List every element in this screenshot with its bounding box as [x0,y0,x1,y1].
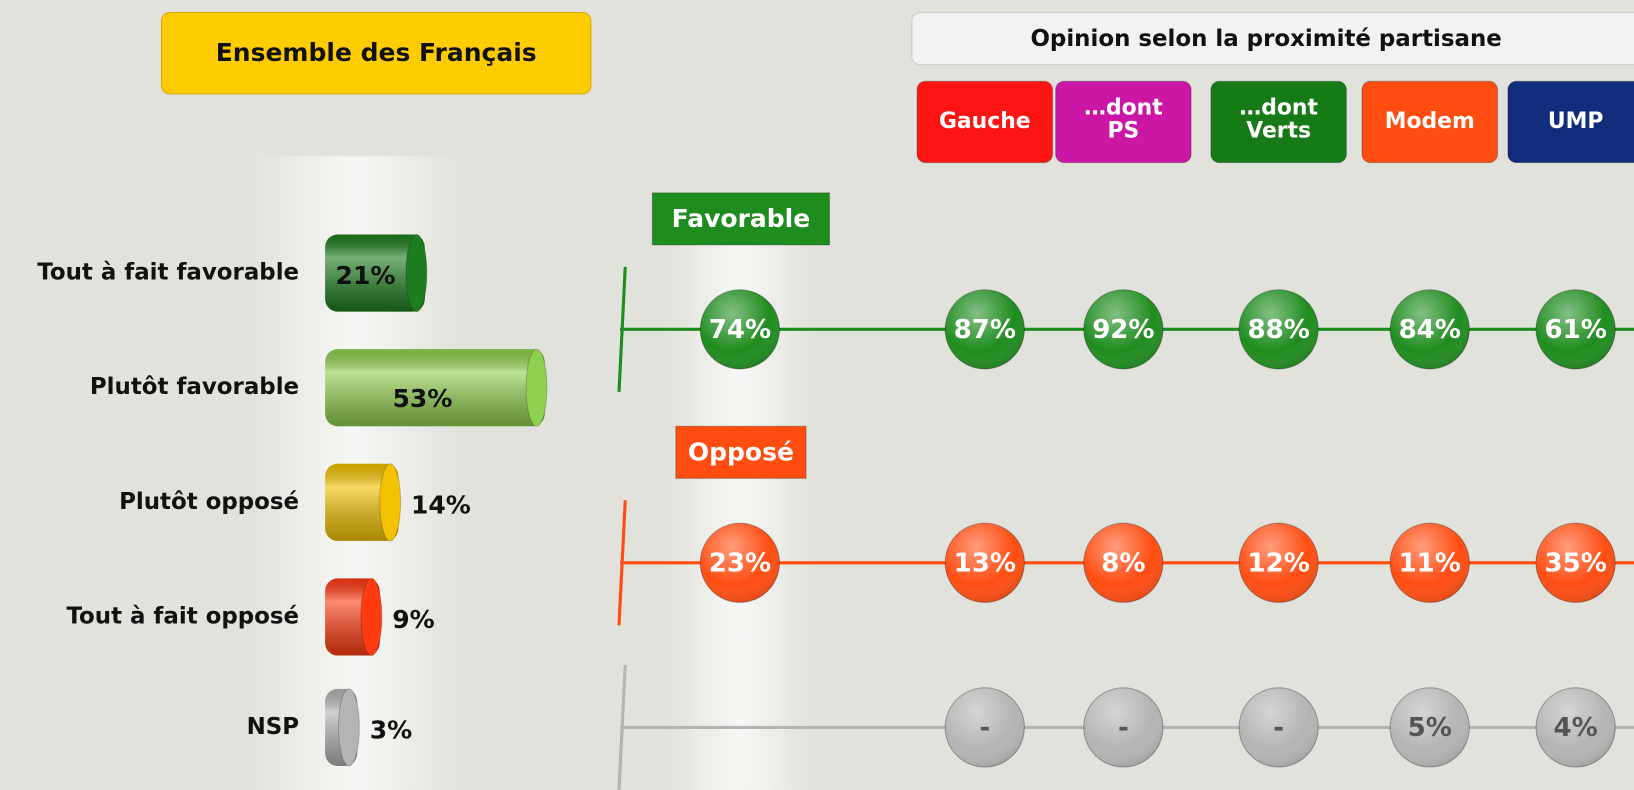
column-label: Modem [1385,109,1475,134]
value-label: 92% [1092,315,1154,345]
value-label: - [1118,713,1129,743]
value-label: 4% [1554,713,1598,743]
value-label: 13% [954,548,1016,578]
series-label-box [651,192,831,246]
value-label: 53% [393,384,453,413]
bubble-shine [945,289,1025,369]
column-header [1507,80,1634,164]
category-label: Tout à fait opposé [66,603,299,629]
value-label: 12% [1247,548,1309,578]
bubble-shine [945,687,1025,768]
value-label: 84% [1399,315,1461,345]
bar-shade [325,463,399,541]
value-label: - [1273,713,1284,743]
bar [325,463,402,542]
column-header [1055,80,1192,164]
title-box [161,12,592,95]
column-header [916,80,1054,164]
value-label: 9% [392,605,434,634]
bubble-shine [1390,523,1470,603]
row-axis [617,500,627,626]
bubble-shine [1083,523,1163,603]
bar [325,233,428,313]
column-header [1210,80,1347,164]
value-label: 61% [1544,315,1606,345]
column-label: …dont PS [1084,95,1163,143]
bar-cap [379,463,402,542]
bar [325,577,383,657]
bubble-shine [1083,289,1163,369]
bar-shade [325,349,545,427]
value-label: 35% [1544,548,1606,578]
chart-title: Opinion selon la proximité partisane [1030,26,1501,52]
bar-shade [325,234,425,312]
value-label: 5% [1408,713,1452,743]
bubble-shine [945,523,1025,603]
value-label: 87% [954,315,1016,345]
column-header [1361,80,1499,164]
bar-cap [337,688,360,767]
category-label: Tout à fait favorable [37,260,299,286]
bubble-shine [1536,687,1616,768]
bar [325,348,548,427]
category-label: Plutôt favorable [90,374,299,400]
column-label: Gauche [939,109,1031,134]
bubble-shine [1239,523,1319,603]
value-label: 74% [709,315,771,345]
value-label: 3% [370,716,412,745]
series-label-box [675,425,807,479]
category-label: Plutôt opposé [119,489,299,515]
bar-cap [360,577,383,657]
value-label: 14% [411,491,471,520]
value-label: 88% [1247,315,1309,345]
value-label: - [979,713,990,743]
bubble-shine [1239,687,1319,768]
bubble-shine [1239,289,1319,369]
bubble-shine [1536,523,1616,603]
bubble-shine [1390,687,1470,768]
bubble-shine [1536,289,1616,369]
series-label: Opposé [688,437,794,466]
bubble-shine [1083,687,1163,768]
row-axis [617,664,627,790]
row-axis [617,266,627,392]
chart-title: Ensemble des Français [216,38,537,67]
category-label: NSP [247,714,299,740]
bubble-shine [1390,289,1470,369]
bar-cap [525,348,548,427]
bubble-shine [700,523,780,603]
bar-cap [405,233,428,313]
series-label: Favorable [672,204,811,233]
value-label: 21% [336,261,396,290]
column-label: UMP [1548,109,1604,134]
title-box [911,12,1634,66]
value-label: 11% [1399,548,1461,578]
column-label: …dont Verts [1239,95,1318,143]
value-label: 8% [1101,548,1145,578]
bubble-shine [700,289,780,369]
value-label: 23% [709,548,771,578]
bar [325,688,360,767]
